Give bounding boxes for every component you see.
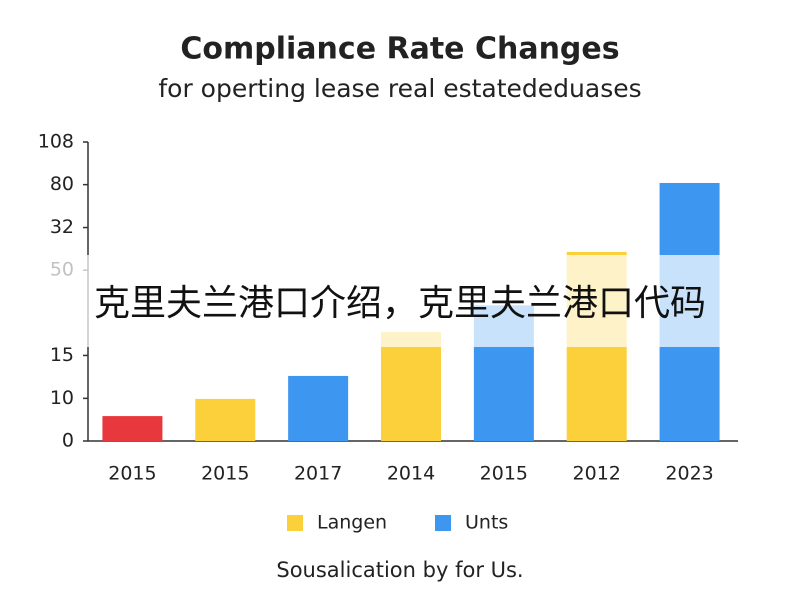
y-tick-label: 15	[50, 344, 74, 366]
overlay-text: 克里夫兰港口介绍，克里夫兰港口代码	[94, 283, 706, 324]
y-tick-label: 80	[50, 173, 74, 195]
y-tick-label: 108	[38, 131, 74, 153]
overlay-band	[0, 255, 800, 347]
legend-swatch	[287, 515, 303, 531]
bar	[288, 375, 349, 441]
x-tick-label: 2015	[480, 463, 528, 485]
bar	[102, 416, 163, 441]
bar	[195, 398, 256, 441]
y-tick-label: 32	[50, 216, 74, 238]
legend-label: Unts	[465, 512, 508, 534]
chart-subtitle: for operting lease real estatededuases	[158, 74, 641, 103]
x-tick-label: 2015	[108, 463, 156, 485]
legend-swatch	[435, 515, 451, 531]
x-tick-label: 2014	[387, 463, 435, 485]
chart-title: Compliance Rate Changes	[180, 32, 619, 67]
x-tick-label: 2012	[573, 463, 621, 485]
x-tick-label: 2017	[294, 463, 342, 485]
x-tick-label: 2023	[665, 463, 713, 485]
y-tick-label: 0	[62, 430, 74, 452]
bar	[381, 331, 441, 441]
footnote: Sousalication by for Us.	[276, 558, 523, 582]
legend-label: Langen	[317, 512, 387, 534]
y-tick-label: 10	[50, 387, 74, 409]
x-tick-label: 2015	[201, 463, 249, 485]
